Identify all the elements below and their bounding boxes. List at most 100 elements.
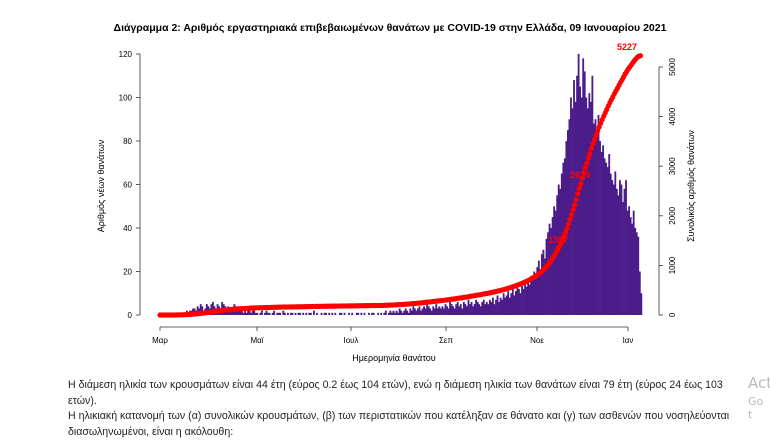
bar (401, 312, 404, 315)
bar (531, 278, 534, 315)
x-tick-label: Ιουλ (343, 336, 358, 345)
bar (606, 167, 609, 315)
bar (267, 312, 269, 315)
bar (251, 310, 254, 315)
bar (540, 254, 543, 315)
bar (597, 114, 600, 316)
bar (462, 301, 465, 315)
bar (490, 301, 493, 315)
y-tick-label: 120 (119, 50, 133, 59)
bar (260, 310, 263, 315)
text-line-1: Η διάμεση ηλικία των κρουσμάτων είναι 44… (68, 379, 723, 407)
bar (459, 304, 462, 315)
y-tick-label: 20 (123, 268, 132, 277)
bar (421, 308, 424, 315)
cumulative-annotation: 5227 (617, 42, 637, 52)
bar (612, 184, 615, 315)
chart-title: Διάγραμμα 2: Αριθμός εργαστηριακά επιβεβ… (114, 22, 667, 34)
bar (622, 201, 624, 315)
text-line-2: Η ηλικιακή κατανομή των (α) συνολικών κρ… (68, 410, 730, 438)
bar (271, 312, 274, 315)
y-tick-label: 100 (119, 94, 133, 103)
bar (481, 301, 484, 315)
annotations: 1307 2614 5227 (548, 42, 637, 245)
bar (464, 304, 467, 315)
y-tick-label: 60 (123, 181, 132, 190)
bar (631, 223, 634, 315)
bar (363, 312, 366, 315)
bar (519, 293, 522, 315)
bar (514, 291, 517, 315)
cumulative-point (593, 132, 599, 139)
bar (305, 312, 308, 315)
cumulative-point (572, 202, 578, 208)
bar (447, 308, 450, 315)
bar (640, 293, 643, 315)
bar (248, 308, 251, 315)
bar (547, 232, 549, 315)
bar (244, 310, 246, 315)
bar (348, 312, 351, 315)
bar (528, 284, 531, 315)
bar (501, 299, 504, 315)
cumulative-point (565, 221, 572, 227)
bar (436, 308, 439, 315)
x-tick-label: Νοε (530, 336, 544, 345)
bar (533, 271, 536, 315)
bar (279, 312, 282, 315)
bar (544, 258, 546, 315)
cumulative-point (570, 206, 576, 213)
x-tick-label: Μαϊ (250, 336, 263, 345)
y-axis-label: Αριθμός νέων θανάτων (96, 139, 106, 232)
bar (377, 312, 380, 315)
bar (469, 304, 471, 315)
activation-watermark-line2: Go t (748, 395, 764, 421)
bar (559, 188, 562, 315)
bar (505, 295, 508, 315)
bar (320, 312, 323, 315)
bar (427, 306, 430, 315)
bar (435, 304, 438, 315)
y2-tick-label: 2000 (668, 206, 677, 224)
bar (282, 310, 285, 315)
bar (542, 249, 545, 315)
bar (623, 188, 626, 315)
bar (551, 217, 554, 315)
bar (554, 210, 557, 315)
bar (596, 130, 598, 315)
bars (175, 54, 643, 316)
bar (524, 282, 526, 315)
bar (265, 310, 268, 315)
cumulative-annotation: 1307 (548, 235, 568, 245)
y-axis-right: 0 1000 2000 3000 4000 5000 (658, 58, 677, 317)
bar (493, 304, 496, 315)
bar (518, 288, 520, 315)
bar (502, 293, 505, 315)
bar (545, 238, 548, 315)
bar (253, 310, 256, 315)
bar (589, 101, 592, 315)
bar (277, 312, 280, 315)
bar (511, 288, 514, 315)
y2-axis-label: Συνολικός αριθμός θανάτων (686, 130, 696, 242)
bar (461, 308, 464, 315)
cumulative-point (578, 181, 584, 187)
bar (482, 299, 485, 315)
bar (441, 306, 444, 315)
bar (521, 284, 523, 315)
bar (283, 312, 286, 315)
bar (522, 288, 525, 315)
bar (343, 312, 346, 315)
bar (570, 97, 572, 315)
bar (394, 312, 396, 315)
bar (380, 312, 383, 315)
bar (634, 228, 637, 315)
x-tick-label: Σεπ (439, 336, 454, 345)
bar (507, 291, 510, 315)
bar (592, 123, 595, 315)
bar (276, 312, 279, 315)
bar (400, 310, 403, 315)
cumulative-point (637, 53, 644, 59)
bar (357, 312, 360, 315)
bar (467, 299, 470, 315)
